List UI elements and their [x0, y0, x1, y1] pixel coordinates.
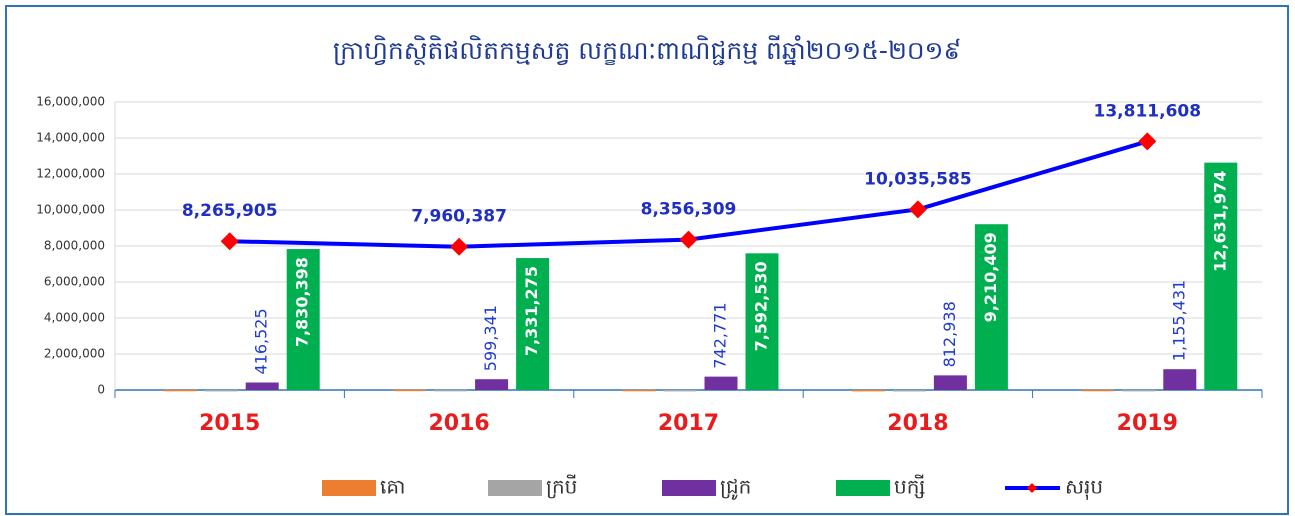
y-tick-label: 10,000,000	[36, 203, 105, 217]
data-label: 1,155,431	[1169, 280, 1188, 361]
bar	[851, 389, 885, 392]
x-tick-label: 2015	[199, 411, 260, 436]
legend-label: គោ	[380, 475, 405, 499]
data-label: 7,331,275	[522, 266, 541, 356]
legend-label: បក្សី	[894, 474, 925, 499]
y-tick-label: 12,000,000	[36, 167, 105, 181]
data-label: 12,631,974	[1210, 171, 1229, 272]
bar	[663, 389, 697, 392]
data-label: 416,525	[252, 308, 271, 374]
bar	[1204, 162, 1238, 390]
legend-swatch	[488, 480, 542, 496]
bar	[1163, 369, 1197, 390]
x-tick-label: 2017	[658, 411, 719, 436]
bar	[704, 376, 738, 390]
y-tick-label: 16,000,000	[36, 95, 105, 109]
bar	[245, 382, 279, 390]
data-label: 742,771	[711, 302, 730, 368]
data-label: 7,830,398	[293, 257, 312, 347]
bar	[974, 224, 1008, 390]
data-label: 8,265,905	[182, 201, 278, 221]
bar	[286, 249, 320, 390]
data-label: 10,035,585	[864, 169, 972, 189]
bar	[1081, 389, 1115, 392]
bar	[516, 258, 550, 390]
data-label: 812,938	[940, 301, 959, 367]
legend-swatch	[322, 480, 376, 496]
bar	[204, 389, 238, 392]
data-label: 9,210,409	[981, 232, 1000, 322]
legend-marker	[1027, 483, 1037, 493]
bar	[892, 389, 926, 392]
marker	[679, 230, 698, 249]
data-label: 599,341	[481, 305, 500, 371]
chart-title: ក្រាហ្វិកស្ថិតិផលិតកម្មសត្វ លក្ខណៈពាណិជ្…	[333, 35, 961, 66]
x-tick-label: 2016	[428, 411, 489, 436]
y-tick-label: 6,000,000	[44, 275, 105, 289]
y-tick-label: 14,000,000	[36, 131, 105, 145]
data-label: 7,960,387	[411, 207, 507, 227]
bar	[1122, 389, 1156, 392]
y-tick-label: 4,000,000	[44, 311, 105, 325]
marker	[1138, 132, 1157, 151]
marker	[908, 200, 927, 219]
x-tick-label: 2019	[1117, 411, 1178, 436]
bar	[745, 253, 779, 390]
legend-label: ជ្រូក	[720, 475, 751, 501]
marker	[450, 237, 469, 256]
y-tick-label: 2,000,000	[44, 347, 105, 361]
marker	[220, 232, 239, 251]
chart-frame	[5, 5, 1289, 515]
bar	[933, 375, 967, 390]
data-label: 8,356,309	[641, 200, 737, 220]
bar	[393, 389, 427, 392]
legend-swatch	[836, 480, 890, 496]
legend-label: សរុប	[1065, 475, 1103, 501]
bar	[434, 389, 468, 392]
legend-label: ក្របី	[546, 474, 577, 499]
x-tick-label: 2018	[887, 411, 948, 436]
data-label: 13,811,608	[1094, 101, 1202, 121]
data-label: 7,592,530	[752, 261, 771, 351]
bar	[622, 389, 656, 392]
y-tick-label: 0	[97, 383, 105, 397]
bar	[475, 379, 509, 390]
bar	[163, 389, 197, 392]
y-tick-label: 8,000,000	[44, 239, 105, 253]
legend-swatch	[662, 480, 716, 496]
